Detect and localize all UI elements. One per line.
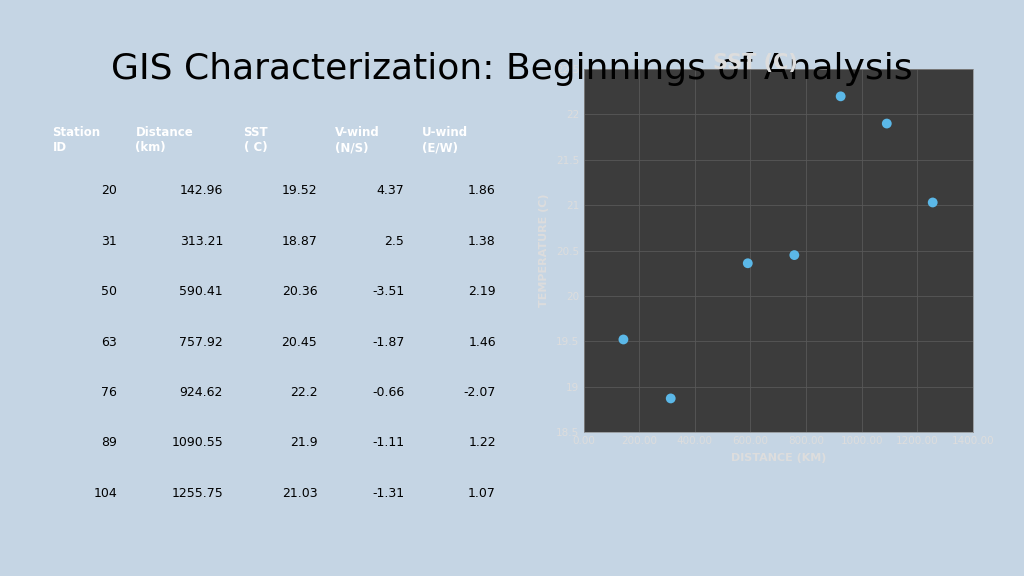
Text: -3.51: -3.51	[372, 285, 404, 298]
Text: Distance
(km): Distance (km)	[135, 126, 194, 154]
Text: Station
ID: Station ID	[52, 126, 100, 154]
Text: 89: 89	[101, 436, 117, 449]
Text: 4.37: 4.37	[377, 184, 404, 198]
Text: GIS Characterization: Beginnings of Analysis: GIS Characterization: Beginnings of Anal…	[112, 52, 912, 86]
Text: 313.21: 313.21	[179, 234, 223, 248]
Text: 1090.55: 1090.55	[171, 436, 223, 449]
Text: 1.38: 1.38	[468, 234, 496, 248]
Text: 924.62: 924.62	[179, 386, 223, 399]
Text: 1.07: 1.07	[468, 487, 496, 500]
Text: 31: 31	[101, 234, 117, 248]
Text: 757.92: 757.92	[179, 335, 223, 348]
Text: U-wind
(E/W): U-wind (E/W)	[422, 126, 468, 154]
Text: 18.87: 18.87	[282, 234, 317, 248]
Text: SST (C): SST (C)	[713, 54, 798, 73]
Text: 21.9: 21.9	[290, 436, 317, 449]
Text: 20.36: 20.36	[282, 285, 317, 298]
Point	[833, 92, 849, 101]
Text: 1.46: 1.46	[468, 335, 496, 348]
Point	[786, 251, 803, 260]
Point	[615, 335, 632, 344]
Text: 1.22: 1.22	[468, 436, 496, 449]
Text: 20: 20	[101, 184, 117, 198]
Point	[925, 198, 941, 207]
Text: 1.86: 1.86	[468, 184, 496, 198]
Text: -1.11: -1.11	[373, 436, 404, 449]
Text: 19.52: 19.52	[282, 184, 317, 198]
Text: V-wind
(N/S): V-wind (N/S)	[335, 126, 380, 154]
Text: 2.19: 2.19	[468, 285, 496, 298]
Text: 22.2: 22.2	[290, 386, 317, 399]
Text: -2.07: -2.07	[464, 386, 496, 399]
Text: 142.96: 142.96	[179, 184, 223, 198]
Text: -1.87: -1.87	[372, 335, 404, 348]
Text: 104: 104	[93, 487, 117, 500]
Text: 21.03: 21.03	[282, 487, 317, 500]
Text: -0.66: -0.66	[372, 386, 404, 399]
Text: 590.41: 590.41	[179, 285, 223, 298]
Text: -1.31: -1.31	[373, 487, 404, 500]
Text: 50: 50	[101, 285, 117, 298]
Text: SST
( C): SST ( C)	[244, 126, 268, 154]
Text: 2.5: 2.5	[384, 234, 404, 248]
X-axis label: DISTANCE (KM): DISTANCE (KM)	[730, 453, 826, 463]
Point	[663, 394, 679, 403]
Text: 20.45: 20.45	[282, 335, 317, 348]
Y-axis label: TEMPERATURE (C): TEMPERATURE (C)	[540, 194, 549, 308]
Text: 1255.75: 1255.75	[171, 487, 223, 500]
Text: 76: 76	[101, 386, 117, 399]
Text: 63: 63	[101, 335, 117, 348]
Point	[739, 259, 756, 268]
Point	[879, 119, 895, 128]
